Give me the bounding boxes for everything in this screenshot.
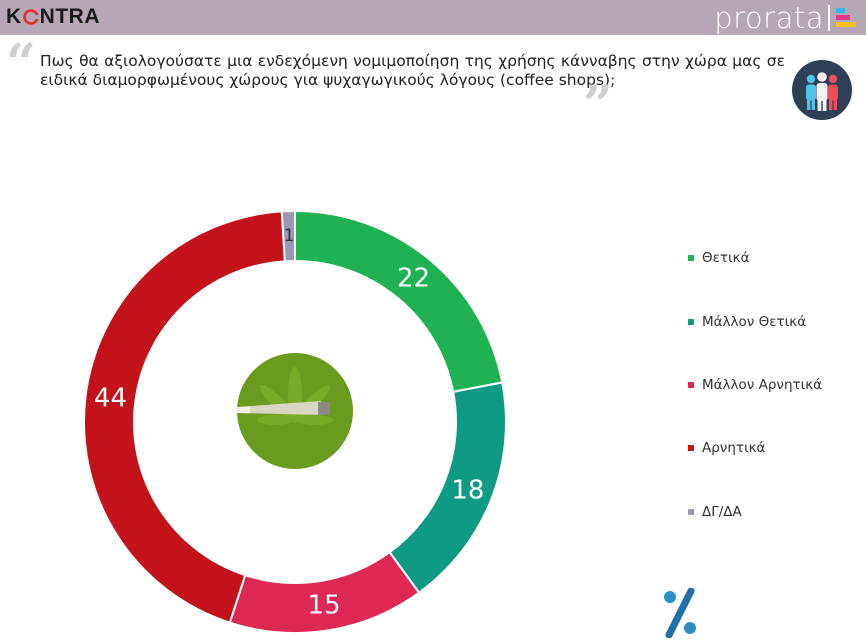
- legend-label: Μάλλον Αρνητικά: [702, 377, 823, 393]
- legend-item-rather-positive: Μάλλον Θετικά: [688, 314, 806, 330]
- legend-item-rather-negative: Μάλλον Αρνητικά: [688, 377, 822, 393]
- percent-icon: [664, 588, 696, 638]
- top-bar: K NTRA prorata: [0, 0, 866, 35]
- slice-value-label: 44: [94, 384, 127, 414]
- legend-swatch: [688, 255, 694, 261]
- slice-value-label: 18: [451, 475, 484, 505]
- legend-label: Μάλλον Θετικά: [702, 314, 807, 330]
- kontra-logo-k: K: [6, 5, 22, 28]
- question-text: Πως θα αξιολογούσατε μια ενδεχόμενη νομι…: [40, 52, 785, 89]
- slice-value-label: 22: [397, 264, 430, 294]
- legend-item-negative: Αρνητικά: [688, 440, 765, 456]
- quote-open-icon: “: [6, 33, 36, 94]
- legend-swatch: [688, 509, 694, 515]
- slice-value-label: 1: [284, 226, 295, 246]
- slice-dk-na: [280, 209, 296, 263]
- prorata-logo-text: prorata: [714, 0, 824, 35]
- prorata-logo: prorata: [714, 0, 856, 35]
- legend-swatch: [688, 319, 694, 325]
- legend-label: Αρνητικά: [702, 440, 766, 456]
- kontra-logo-rest: NTRA: [39, 5, 100, 28]
- logo-bars-icon: [836, 8, 856, 27]
- legend-item-dk-na: ΔΓ/ΔΑ: [688, 504, 742, 520]
- kontra-logo: K NTRA: [6, 5, 100, 29]
- target-icon: [22, 9, 39, 25]
- slice-value-label: 15: [308, 591, 341, 621]
- quote-close-icon: ”: [583, 75, 613, 136]
- people-group-icon: [792, 60, 852, 120]
- legend-swatch: [688, 382, 694, 388]
- legend-swatch: [688, 445, 694, 451]
- slice-negative: [83, 210, 286, 624]
- logo-divider: [828, 4, 830, 31]
- legend-item-positive: Θετικά: [688, 250, 749, 266]
- legend-label: Θετικά: [702, 250, 750, 266]
- legend-label: ΔΓ/ΔΑ: [702, 504, 742, 520]
- slice-rather-positive: [388, 381, 507, 595]
- cannabis-joint-icon: [237, 353, 353, 469]
